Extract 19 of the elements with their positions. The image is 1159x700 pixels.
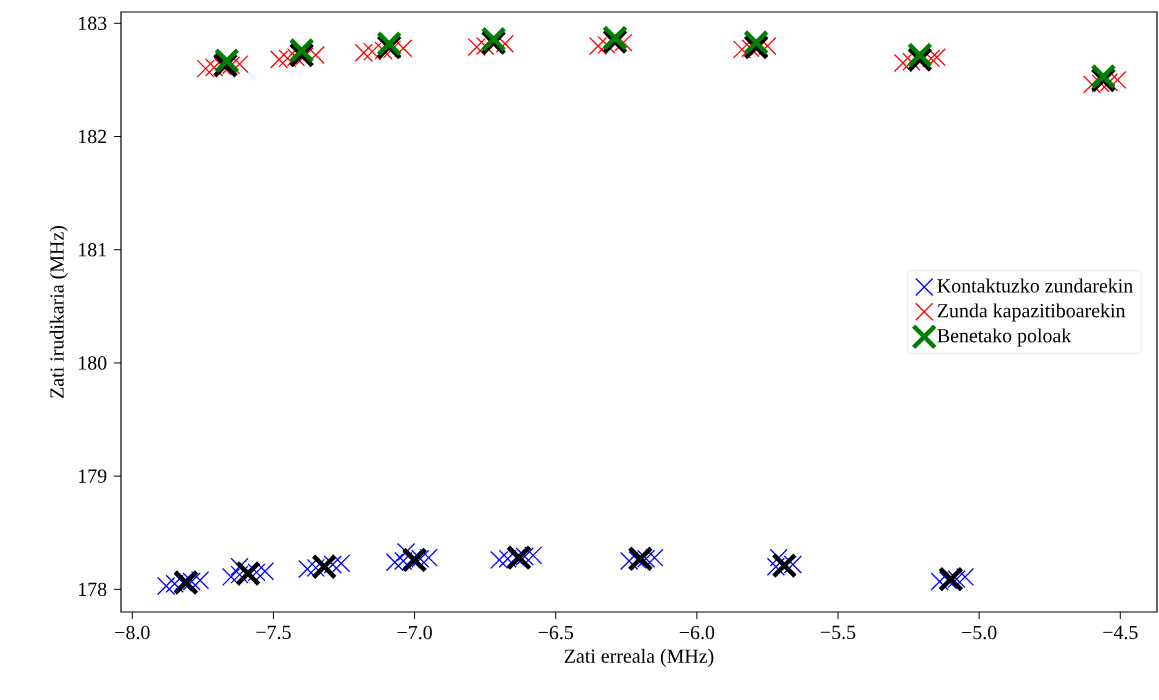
legend-label: Zunda kapazitiboarekin [937,303,1126,322]
y-tick-label: 181 [79,243,106,257]
x-tick-label: −6.5 [538,625,574,640]
y-tick-label: 183 [79,16,107,31]
x-tick-label: −7.0 [397,625,432,640]
x-tick-label: −7.5 [256,625,291,640]
x-tick-label: −6.0 [679,625,715,640]
legend-label: Kontaktuzko zundarekin [937,278,1133,293]
y-tick-label: 178 [79,582,107,597]
x-tick-label: −8.0 [115,625,150,640]
x-tick-label: −5.5 [820,625,856,640]
x-tick-label: −4.5 [1103,625,1138,640]
x-axis-title: Zati erreala (MHz) [564,648,714,667]
legend-label: Benetako poloak [937,328,1072,347]
y-axis-title: Zati irudikaria (MHz) [49,226,68,398]
y-tick-label: 182 [79,129,107,144]
y-tick-label: 179 [79,469,107,483]
y-tick-label: 180 [79,356,107,370]
x-tick-label: −5.0 [962,625,997,640]
